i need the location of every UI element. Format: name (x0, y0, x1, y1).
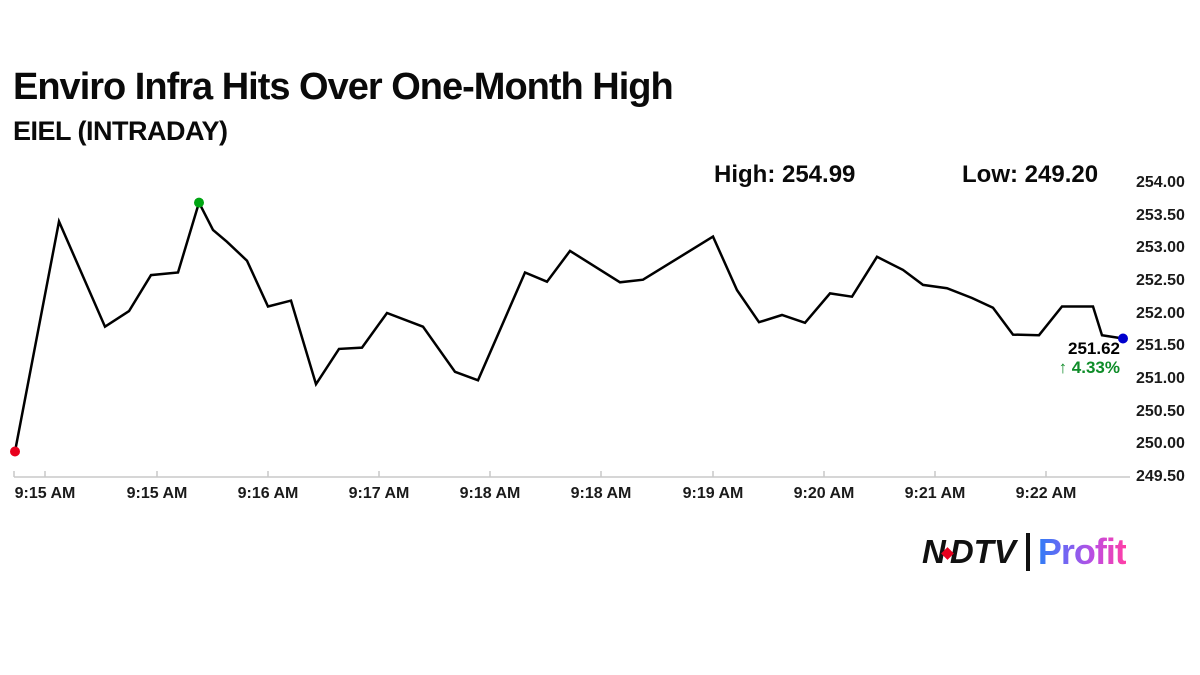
x-axis-label: 9:18 AM (459, 485, 521, 502)
x-axis-label: 9:22 AM (1015, 485, 1077, 502)
ndtv-wordmark: N DTV (922, 533, 1016, 570)
ndtv-profit-logo: N DTV Profit (922, 530, 1127, 574)
y-axis-label: 254.00 (1136, 174, 1185, 191)
y-axis-label: 250.00 (1136, 435, 1185, 452)
price-line (13, 199, 1124, 452)
y-axis-label: 251.00 (1136, 370, 1185, 387)
end-marker (1118, 333, 1128, 344)
y-axis-label: 251.50 (1136, 337, 1185, 354)
y-axis-label: 252.00 (1136, 305, 1185, 322)
chart-subtitle: EIEL (INTRADAY) (13, 116, 228, 146)
x-axis-label: 9:15 AM (14, 485, 76, 502)
start-marker (10, 446, 20, 457)
y-axis-label: 252.50 (1136, 272, 1185, 289)
x-axis-label: 9:18 AM (570, 485, 632, 502)
x-axis-label: 9:16 AM (237, 485, 299, 502)
last-price-label: 251.62 (1068, 339, 1120, 358)
peak-marker (194, 197, 204, 208)
x-axis-label: 9:19 AM (682, 485, 744, 502)
logo-divider (1025, 533, 1030, 571)
y-axis-label: 253.50 (1136, 207, 1185, 224)
page-title: Enviro Infra Hits Over One-Month High (13, 66, 674, 108)
x-axis-label: 9:20 AM (793, 485, 855, 502)
y-axis-label: 250.50 (1136, 403, 1185, 420)
x-axis-label: 9:17 AM (348, 485, 410, 502)
y-axis-label: 253.00 (1136, 239, 1185, 256)
y-axis-label: 249.50 (1136, 468, 1185, 485)
high-stat: High: 254.99 (714, 161, 856, 188)
low-stat: Low: 249.20 (962, 161, 1099, 188)
x-axis-label: 9:15 AM (126, 485, 188, 502)
x-axis-label: 9:21 AM (904, 485, 966, 502)
change-percent-label: ↑ 4.33% (1058, 358, 1120, 377)
profit-wordmark: Profit (1037, 531, 1127, 572)
